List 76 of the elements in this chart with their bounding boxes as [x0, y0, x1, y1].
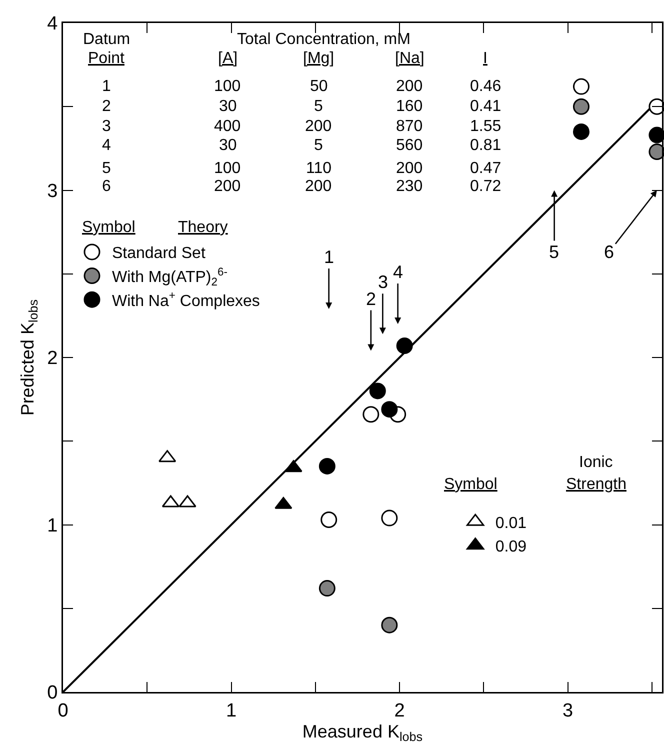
annotation: 0.41 [470, 98, 502, 115]
annotation: 3 [378, 272, 388, 292]
point [396, 338, 413, 354]
point [648, 126, 664, 144]
legend-label: 0.09 [495, 538, 527, 556]
annotation: 6 [102, 178, 111, 195]
point [572, 78, 590, 95]
annotation: 2 [102, 98, 111, 115]
annotation: 200 [305, 118, 332, 135]
annotation: 870 [396, 118, 423, 135]
point [369, 382, 386, 400]
annotation: 1.55 [470, 118, 502, 135]
annotation: 400 [214, 118, 241, 135]
annotation: 50 [310, 78, 328, 95]
x-tick-label: 3 [562, 700, 574, 722]
annotation: 110 [306, 160, 332, 177]
annotation: 230 [396, 178, 423, 195]
point [572, 123, 590, 140]
point [648, 98, 664, 115]
y-tick-label: 1 [47, 515, 58, 536]
annotation: [Na] [395, 50, 424, 67]
point [381, 510, 398, 526]
annotation: Total Concentration, mM [237, 31, 410, 48]
annotation: 4 [393, 262, 404, 282]
point [572, 98, 590, 115]
annotation: 560 [396, 137, 423, 154]
annotation: 200 [396, 160, 423, 177]
y-tick-label: 3 [47, 180, 58, 202]
x-axis-title: Measured K$_{lobs}$ [302, 721, 423, 744]
annotation: Strength [566, 476, 626, 493]
annotation: 200 [214, 178, 241, 195]
annotation: 1 [324, 247, 334, 267]
point [318, 580, 336, 597]
annotation: 5 [314, 137, 323, 154]
point [381, 401, 398, 418]
annotation: 1 [102, 78, 111, 95]
legend-label: With Na$^{+}$ Complexes [112, 290, 260, 310]
annotation: [A] [218, 50, 238, 67]
annotation: 100 [214, 160, 241, 177]
y-tick-label: 2 [47, 348, 58, 370]
point [381, 616, 398, 634]
annotation: 6 [604, 242, 614, 262]
annotation: Ionic [579, 454, 613, 471]
annotation: Point [88, 50, 126, 67]
annotation: 160 [396, 98, 423, 115]
annotation: [Mg] [303, 50, 334, 67]
annotation: 5 [102, 160, 111, 177]
point [648, 144, 664, 160]
legend-label: Standard Set [112, 245, 206, 262]
point [362, 406, 380, 423]
annotation: 30 [219, 98, 237, 115]
point [318, 458, 336, 474]
annotation: 0.47 [470, 160, 502, 177]
annotation: 100 [214, 78, 241, 95]
point [320, 511, 338, 528]
annotation: 0.81 [470, 137, 502, 154]
annotation: 200 [305, 178, 332, 195]
annotation: Datum [83, 31, 130, 48]
annotation: 5 [549, 242, 560, 262]
annotation: 200 [396, 78, 423, 95]
annotation: 3 [102, 118, 111, 135]
annotation: 0.72 [470, 178, 502, 195]
annotation: 0.46 [470, 78, 502, 95]
y-tick-label: 0 [47, 682, 58, 704]
legend-label: 0.01 [495, 514, 527, 532]
annotation: 4 [102, 137, 111, 154]
annotation: 5 [314, 98, 323, 115]
annotation: Theory [178, 219, 228, 236]
y-tick-label: 4 [47, 14, 58, 35]
x-tick-label: 2 [394, 700, 405, 722]
x-tick-label: 1 [226, 700, 237, 722]
annotation: Symbol [444, 476, 498, 493]
annotation: 2 [366, 289, 376, 309]
annotation: I [483, 50, 488, 67]
annotation: Symbol [82, 219, 136, 236]
annotation: 30 [219, 137, 237, 154]
